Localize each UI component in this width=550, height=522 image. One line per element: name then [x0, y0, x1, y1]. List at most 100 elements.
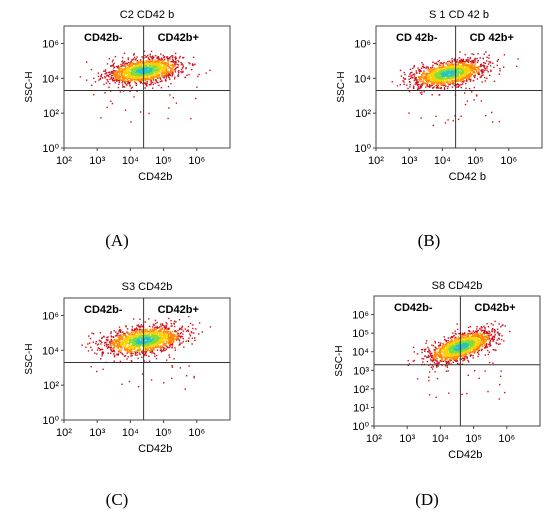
x-tick-label: 10⁵ — [467, 155, 484, 167]
data-point — [454, 80, 456, 82]
data-point — [472, 354, 474, 357]
data-point — [153, 324, 156, 326]
data-point — [116, 71, 118, 73]
data-point — [423, 76, 425, 78]
y-tick-label: 10⁶ — [42, 38, 59, 50]
data-point — [156, 333, 158, 335]
data-point — [98, 79, 100, 81]
data-point — [170, 343, 172, 345]
data-point — [114, 343, 116, 345]
data-point — [434, 79, 436, 81]
data-point — [161, 334, 163, 336]
data-point — [404, 73, 406, 76]
data-point — [498, 323, 500, 325]
data-point — [139, 63, 142, 66]
data-point — [158, 70, 161, 73]
data-point — [430, 70, 432, 73]
data-point — [412, 67, 414, 69]
data-point — [450, 64, 453, 66]
data-point — [437, 67, 440, 69]
data-point — [475, 330, 477, 333]
data-point — [173, 358, 175, 360]
data-point — [480, 65, 483, 67]
data-point — [425, 340, 428, 342]
data-point — [99, 78, 101, 80]
data-point — [125, 336, 128, 338]
data-point — [447, 61, 449, 63]
data-point — [181, 325, 184, 328]
data-point — [142, 332, 144, 334]
data-point — [486, 67, 488, 69]
data-point — [117, 340, 119, 342]
data-point — [126, 338, 128, 341]
data-point — [475, 94, 478, 96]
data-point — [140, 65, 142, 68]
data-point — [412, 360, 414, 362]
data-point — [192, 64, 195, 66]
data-point — [136, 332, 138, 334]
data-point — [122, 61, 125, 64]
data-point — [137, 74, 140, 76]
data-point — [482, 64, 484, 67]
data-point — [450, 73, 452, 75]
data-point — [152, 74, 155, 76]
data-point — [114, 340, 116, 342]
data-point — [132, 74, 134, 76]
data-point — [176, 334, 179, 336]
data-point — [142, 346, 144, 348]
data-point — [181, 328, 183, 331]
data-point — [421, 85, 423, 88]
data-point — [471, 62, 473, 64]
data-point — [177, 64, 180, 66]
data-point — [174, 57, 177, 60]
data-point — [134, 341, 136, 344]
data-point — [464, 76, 467, 79]
data-point — [167, 76, 170, 78]
data-point — [433, 349, 435, 351]
data-point — [144, 78, 146, 80]
data-point — [142, 77, 144, 80]
data-point — [465, 70, 468, 72]
data-point — [472, 330, 474, 332]
data-point — [156, 75, 158, 78]
data-point — [484, 328, 486, 330]
data-point — [153, 65, 155, 67]
data-point — [463, 81, 465, 83]
data-point — [484, 68, 487, 70]
data-point — [440, 68, 442, 70]
data-point — [138, 65, 140, 68]
data-point — [464, 103, 467, 106]
data-point — [480, 63, 482, 66]
data-point — [470, 63, 472, 65]
data-point — [187, 329, 189, 332]
data-point — [159, 349, 162, 352]
data-point — [402, 80, 404, 82]
data-point — [439, 78, 441, 80]
data-point — [470, 66, 472, 68]
data-point — [166, 67, 168, 69]
data-point — [142, 325, 144, 327]
data-point — [182, 340, 184, 343]
data-point — [141, 71, 144, 73]
data-point — [443, 87, 446, 89]
data-point — [500, 326, 502, 328]
data-point — [101, 341, 103, 343]
data-point — [447, 83, 449, 85]
data-point — [481, 70, 483, 72]
data-point — [154, 322, 157, 325]
data-point — [484, 370, 486, 372]
data-point — [157, 336, 160, 338]
data-point — [439, 343, 441, 346]
data-point — [166, 64, 169, 67]
data-point — [155, 79, 157, 81]
data-point — [156, 76, 158, 79]
data-point — [471, 73, 473, 76]
data-point — [431, 356, 433, 358]
data-point — [491, 330, 494, 333]
data-point — [147, 339, 149, 342]
data-point — [126, 352, 128, 354]
data-point — [151, 77, 153, 79]
data-point — [136, 335, 139, 337]
